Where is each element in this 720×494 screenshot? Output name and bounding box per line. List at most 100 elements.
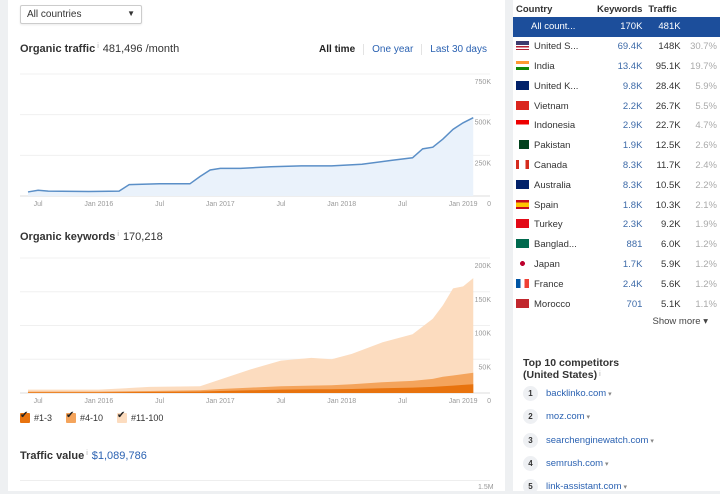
country-row[interactable]: United K... 9.8K 28.4K 5.9%	[513, 76, 720, 96]
flag-jp-icon	[516, 258, 529, 268]
country-keywords: 8.3K	[622, 179, 643, 191]
competitor-link[interactable]: moz.com	[546, 411, 590, 422]
country-row[interactable]: Spain 1.8K 10.3K 2.1%	[513, 195, 720, 215]
country-row[interactable]: India 13.4K 95.1K 19.7%	[513, 57, 720, 77]
country-name[interactable]: Canada	[513, 156, 589, 176]
legend-1-3[interactable]: #1-3	[20, 410, 52, 423]
tab-all-time[interactable]: All time	[319, 44, 356, 55]
country-keywords: 1.9K	[622, 140, 643, 152]
country-name[interactable]: Vietnam	[513, 96, 589, 116]
country-row[interactable]: Canada 8.3K 11.7K 2.4%	[513, 156, 720, 176]
country-traffic: 5.9K	[661, 258, 681, 270]
country-name[interactable]: Indonesia	[513, 116, 589, 136]
x-tick-label: Jul	[34, 398, 43, 405]
country-name[interactable]: Pakistan	[513, 136, 589, 156]
country-keywords: 69.4K	[617, 41, 643, 53]
traffic-value-amount: $1,089,786	[91, 450, 147, 462]
area-4-10	[27, 372, 474, 393]
x-tick-label: Jan 2018	[327, 398, 356, 405]
country-label: Indonesia	[534, 120, 576, 132]
x-tick-label: Jan 2019	[449, 201, 478, 208]
tab-last-30-days[interactable]: Last 30 days	[421, 44, 487, 55]
country-row[interactable]: Banglad... 881 6.0K 1.2%	[513, 235, 720, 255]
col-traffic[interactable]: Traffic	[648, 4, 677, 15]
competitor-link[interactable]: link-assistant.com	[546, 481, 627, 492]
country-share: 1.2%	[695, 278, 717, 290]
col-country[interactable]: Country	[516, 4, 553, 15]
y-tick-label: 0	[487, 398, 491, 405]
tab-one-year[interactable]: One year	[363, 44, 414, 55]
country-name[interactable]: Morocco	[513, 294, 589, 314]
country-traffic: 95.1K	[655, 60, 681, 72]
country-label: Pakistan	[534, 140, 571, 152]
country-name[interactable]: Banglad...	[513, 235, 589, 255]
country-traffic: 5.6K	[661, 278, 681, 290]
country-traffic: 28.4K	[655, 80, 681, 92]
country-select[interactable]: All countries ▼	[20, 5, 142, 24]
legend-4-10[interactable]: #4-10	[66, 410, 103, 423]
country-traffic: 12.5K	[655, 140, 681, 152]
country-traffic: 148K	[658, 41, 681, 53]
country-row[interactable]: United S... 69.4K 148K 30.7%	[513, 37, 720, 57]
checkbox-icon[interactable]	[20, 410, 30, 423]
country-share: 1.2%	[695, 239, 717, 251]
x-tick-label: Jan 2016	[84, 398, 113, 405]
country-keywords: 13.4K	[617, 60, 643, 72]
country-name[interactable]: India	[513, 57, 589, 77]
country-name[interactable]: Turkey	[513, 215, 589, 235]
country-name[interactable]: Japan	[513, 255, 589, 275]
x-tick-label: Jul	[277, 398, 286, 405]
info-icon[interactable]: i	[599, 371, 601, 378]
competitor-item: 3 searchenginewatch.com	[523, 432, 654, 448]
main-panel: All countries ▼ Organic traffic i 481,496 /…	[8, 0, 505, 491]
info-icon[interactable]: i	[86, 450, 88, 457]
competitor-link[interactable]: searchenginewatch.com	[546, 435, 654, 446]
country-share: 2.4%	[695, 159, 717, 171]
organic-traffic-label: Organic traffic	[20, 43, 96, 55]
country-row[interactable]: Turkey 2.3K 9.2K 1.9%	[513, 215, 720, 235]
country-traffic: 10.3K	[655, 199, 681, 211]
y-tick-label: 0	[487, 201, 491, 208]
country-name[interactable]: Australia	[513, 175, 589, 195]
country-share: 5.5%	[695, 100, 717, 112]
traffic-area	[27, 117, 474, 196]
country-name[interactable]: United S...	[513, 37, 589, 57]
country-keywords: 1.7K	[622, 258, 643, 270]
checkbox-icon[interactable]	[66, 410, 77, 423]
country-keywords: 2.9K	[622, 120, 643, 132]
checkbox-icon[interactable]	[117, 410, 128, 423]
country-name[interactable]: France	[513, 274, 589, 294]
country-share: 2.2%	[695, 179, 717, 191]
country-name[interactable]: United K...	[513, 76, 589, 96]
country-row[interactable]: Pakistan 1.9K 12.5K 2.6%	[513, 136, 720, 156]
country-row[interactable]: Japan 1.7K 5.9K 1.2%	[513, 255, 720, 275]
country-row[interactable]: France 2.4K 5.6K 1.2%	[513, 274, 720, 294]
info-icon[interactable]: i	[117, 231, 119, 238]
country-keywords: 701	[626, 298, 643, 310]
x-tick-label: Jan 2016	[84, 201, 113, 208]
country-name[interactable]: Spain	[513, 195, 589, 215]
show-more-link[interactable]: Show more ▾	[652, 316, 708, 327]
country-name[interactable]: All count...	[513, 17, 589, 37]
competitor-link[interactable]: backlinko.com	[546, 388, 612, 399]
legend-11-100[interactable]: #11-100	[117, 410, 163, 423]
country-row[interactable]: Australia 8.3K 10.5K 2.2%	[513, 175, 720, 195]
traffic-value-heading: Traffic value i $1,089,786	[20, 450, 147, 462]
country-traffic: 22.7K	[655, 120, 681, 132]
flag-us-icon	[516, 41, 529, 51]
info-icon[interactable]: i	[97, 43, 99, 50]
country-label: India	[534, 60, 555, 72]
country-traffic: 10.5K	[655, 179, 681, 191]
y-tick-label: 50K	[479, 364, 492, 371]
country-row[interactable]: Indonesia 2.9K 22.7K 4.7%	[513, 116, 720, 136]
country-keywords: 9.8K	[622, 80, 643, 92]
col-keywords[interactable]: Keywords	[597, 4, 643, 15]
country-share: 4.7%	[695, 120, 717, 132]
traffic-line	[27, 117, 474, 193]
country-row[interactable]: Morocco 701 5.1K 1.1%	[513, 294, 720, 314]
flag-in-icon	[516, 60, 529, 70]
country-row[interactable]: Vietnam 2.2K 26.7K 5.5%	[513, 96, 720, 116]
y-tick-label: 200K	[475, 263, 492, 270]
country-row[interactable]: All count... 170K 481K	[513, 17, 720, 37]
competitor-link[interactable]: semrush.com	[546, 458, 608, 469]
